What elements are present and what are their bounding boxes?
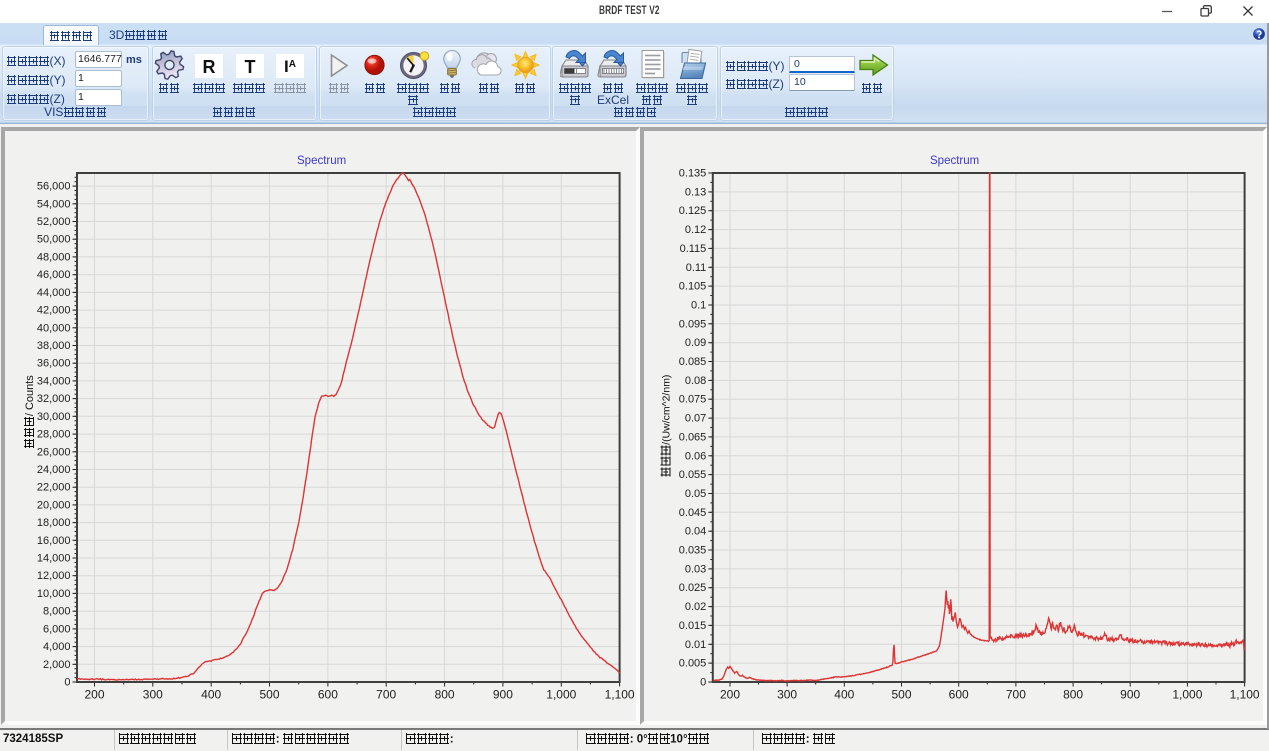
svg-text:0.06: 0.06 bbox=[685, 450, 706, 462]
svg-text:0.125: 0.125 bbox=[679, 205, 707, 217]
svg-text:0.055: 0.055 bbox=[679, 469, 707, 481]
svg-text:22,000: 22,000 bbox=[37, 481, 71, 493]
svg-text:0.13: 0.13 bbox=[685, 186, 706, 198]
svg-text:0.065: 0.065 bbox=[679, 431, 707, 443]
svg-text:800: 800 bbox=[1063, 687, 1083, 701]
svg-text:0: 0 bbox=[64, 676, 70, 688]
svg-text:0.03: 0.03 bbox=[685, 563, 706, 575]
svg-text:0.08: 0.08 bbox=[685, 374, 706, 386]
svg-text:56,000: 56,000 bbox=[37, 180, 71, 192]
svg-text:1,100: 1,100 bbox=[1230, 687, 1260, 701]
svg-text:400: 400 bbox=[834, 687, 854, 701]
svg-text:0.025: 0.025 bbox=[679, 582, 707, 594]
svg-text:14,000: 14,000 bbox=[37, 552, 71, 564]
svg-text:400: 400 bbox=[201, 687, 221, 701]
svg-text:6,000: 6,000 bbox=[43, 623, 71, 635]
svg-text:300: 300 bbox=[143, 687, 163, 701]
svg-text:0.135: 0.135 bbox=[679, 167, 707, 179]
svg-text:40,000: 40,000 bbox=[37, 322, 71, 334]
svg-text:4,000: 4,000 bbox=[43, 641, 71, 653]
svg-text:36,000: 36,000 bbox=[37, 357, 71, 369]
svg-text:54,000: 54,000 bbox=[37, 198, 71, 210]
svg-text:52,000: 52,000 bbox=[37, 216, 71, 228]
svg-text:0.045: 0.045 bbox=[679, 506, 707, 518]
svg-text:1,000: 1,000 bbox=[1172, 687, 1202, 701]
svg-text:500: 500 bbox=[259, 687, 279, 701]
svg-text:0.1: 0.1 bbox=[691, 299, 706, 311]
svg-text:30,000: 30,000 bbox=[37, 410, 71, 422]
svg-text:0.02: 0.02 bbox=[685, 601, 706, 613]
svg-text:900: 900 bbox=[1120, 687, 1140, 701]
svg-text:0.015: 0.015 bbox=[679, 619, 707, 631]
svg-text:12,000: 12,000 bbox=[37, 570, 71, 582]
svg-text:0.105: 0.105 bbox=[679, 280, 707, 292]
svg-text:16,000: 16,000 bbox=[37, 534, 71, 546]
svg-text:50,000: 50,000 bbox=[37, 233, 71, 245]
svg-text:0.075: 0.075 bbox=[679, 393, 707, 405]
svg-text:0.05: 0.05 bbox=[685, 488, 706, 500]
svg-text:10,000: 10,000 bbox=[37, 587, 71, 599]
svg-text:0.12: 0.12 bbox=[685, 224, 706, 236]
svg-text:34,000: 34,000 bbox=[37, 375, 71, 387]
svg-text:1,000: 1,000 bbox=[546, 687, 576, 701]
svg-text:46,000: 46,000 bbox=[37, 269, 71, 281]
svg-text:0.09: 0.09 bbox=[685, 337, 706, 349]
svg-text:48,000: 48,000 bbox=[37, 251, 71, 263]
svg-text:42,000: 42,000 bbox=[37, 304, 71, 316]
svg-text:2,000: 2,000 bbox=[43, 658, 71, 670]
svg-text:300: 300 bbox=[777, 687, 797, 701]
svg-text:24,000: 24,000 bbox=[37, 464, 71, 476]
svg-text:26,000: 26,000 bbox=[37, 446, 71, 458]
svg-text:200: 200 bbox=[720, 687, 740, 701]
svg-text:0.095: 0.095 bbox=[679, 318, 707, 330]
svg-text:0: 0 bbox=[700, 676, 706, 688]
svg-text:700: 700 bbox=[1006, 687, 1026, 701]
svg-text:0.115: 0.115 bbox=[680, 242, 707, 254]
svg-text:500: 500 bbox=[891, 687, 911, 701]
svg-text:1,100: 1,100 bbox=[605, 687, 635, 701]
svg-text:0.035: 0.035 bbox=[679, 544, 707, 556]
svg-text:38,000: 38,000 bbox=[37, 340, 71, 352]
svg-text:0.04: 0.04 bbox=[685, 525, 706, 537]
svg-text:600: 600 bbox=[318, 687, 338, 701]
svg-text:800: 800 bbox=[435, 687, 455, 701]
svg-text:18,000: 18,000 bbox=[37, 517, 71, 529]
svg-text:600: 600 bbox=[949, 687, 969, 701]
svg-text:28,000: 28,000 bbox=[37, 428, 71, 440]
svg-text:32,000: 32,000 bbox=[37, 393, 71, 405]
svg-text:200: 200 bbox=[84, 687, 104, 701]
svg-text:0.005: 0.005 bbox=[679, 657, 707, 669]
svg-text:0.11: 0.11 bbox=[686, 261, 707, 273]
svg-text:0.01: 0.01 bbox=[685, 638, 706, 650]
svg-text:8,000: 8,000 bbox=[43, 605, 71, 617]
svg-text:44,000: 44,000 bbox=[37, 286, 71, 298]
svg-text:20,000: 20,000 bbox=[37, 499, 71, 511]
svg-text:900: 900 bbox=[493, 687, 513, 701]
svg-text:0.07: 0.07 bbox=[685, 412, 706, 424]
svg-text:0.085: 0.085 bbox=[679, 356, 707, 368]
svg-text:700: 700 bbox=[376, 687, 396, 701]
